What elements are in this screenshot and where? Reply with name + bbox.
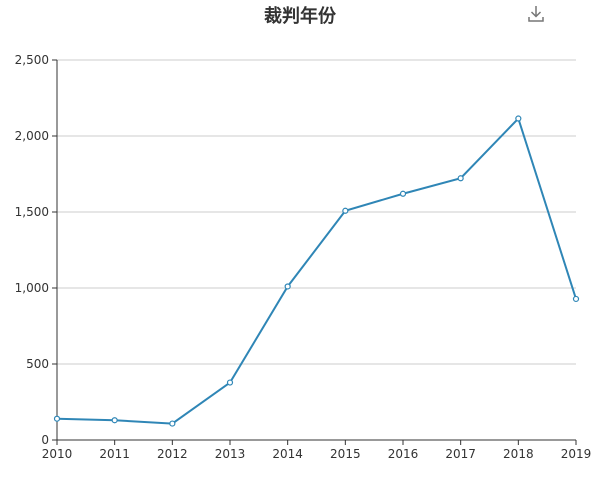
data-point[interactable] <box>457 175 464 182</box>
y-tick-label: 2,000 <box>15 129 49 143</box>
y-tick-label: 1,500 <box>15 205 49 219</box>
data-point[interactable] <box>515 115 522 122</box>
y-tick-label: 2,500 <box>15 53 49 67</box>
x-tick-label: 2011 <box>99 447 130 461</box>
y-tick-label: 500 <box>26 357 49 371</box>
chart-title: 裁判年份 <box>264 6 336 27</box>
axes <box>52 59 577 445</box>
series <box>53 115 580 427</box>
y-tick-label: 0 <box>41 433 49 447</box>
x-tick-label: 2010 <box>42 447 73 461</box>
data-point[interactable] <box>226 379 234 386</box>
data-point[interactable] <box>284 283 291 290</box>
x-tick-label: 2014 <box>272 447 303 461</box>
data-point[interactable] <box>572 295 580 303</box>
x-tick-label: 2019 <box>561 447 592 461</box>
grid-lines <box>57 59 576 365</box>
x-tick-label: 2017 <box>445 447 476 461</box>
x-tick-label: 2015 <box>330 447 361 461</box>
x-tick-label: 2018 <box>503 447 534 461</box>
series-line <box>56 116 577 425</box>
x-tick-label: 2012 <box>157 447 188 461</box>
download-icon[interactable] <box>526 4 546 24</box>
y-tick-label: 1,000 <box>15 281 49 295</box>
x-tick-label: 2016 <box>388 447 419 461</box>
data-point[interactable] <box>399 190 407 197</box>
x-tick-label: 2013 <box>215 447 246 461</box>
data-point[interactable] <box>111 417 118 424</box>
data-point[interactable] <box>169 420 176 427</box>
data-point[interactable] <box>53 415 61 422</box>
data-point[interactable] <box>342 207 349 214</box>
tick-labels: 0 500 1,000 1,500 2,000 2,500 2010 2011 2012 2013… <box>15 53 592 461</box>
